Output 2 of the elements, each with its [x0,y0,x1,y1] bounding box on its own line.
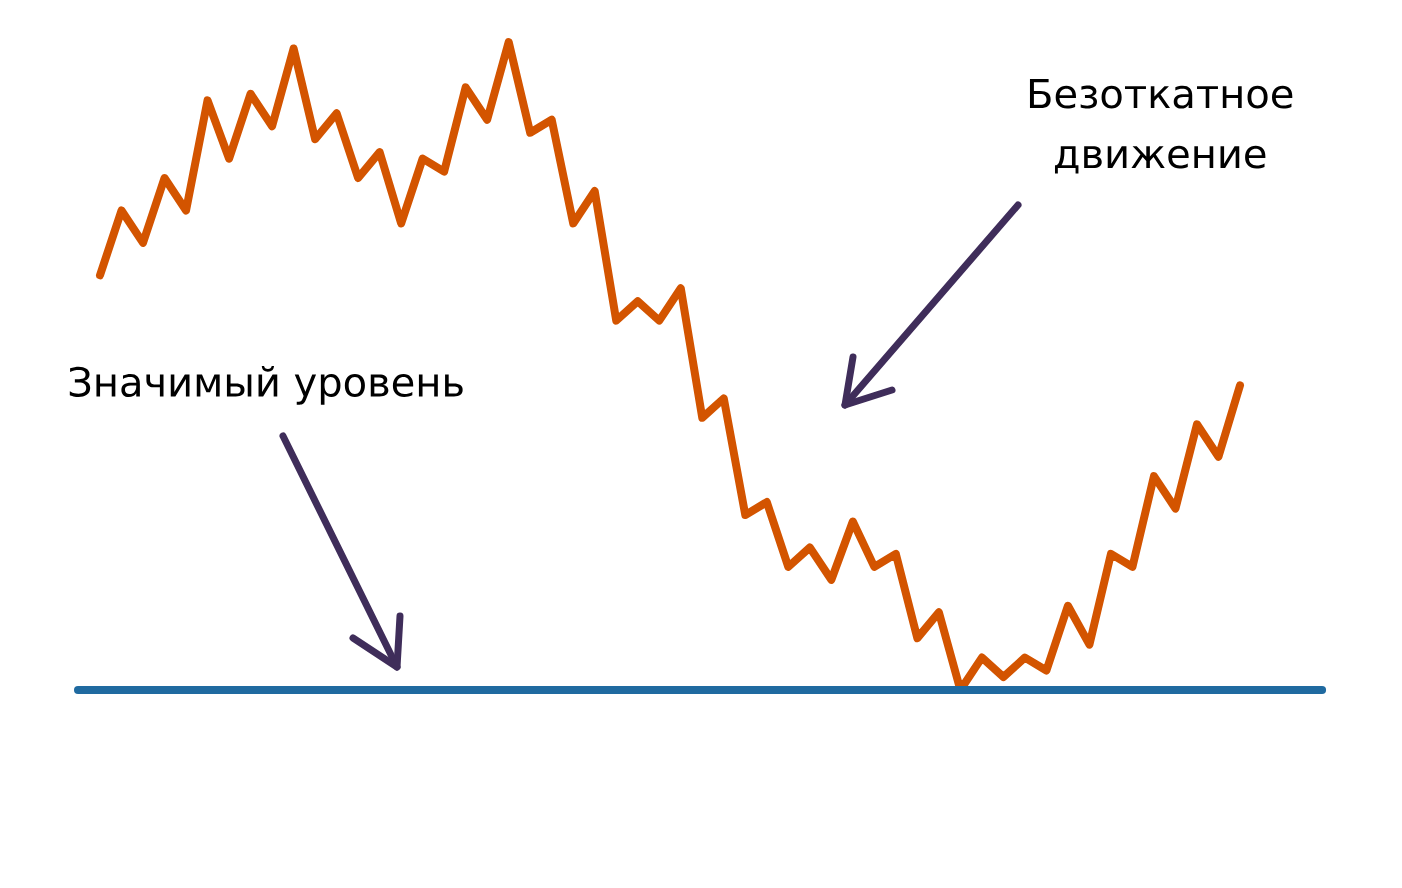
annotation: Безоткатное движение [1029,78,1293,174]
annotation: Значимый уровень [69,366,463,405]
